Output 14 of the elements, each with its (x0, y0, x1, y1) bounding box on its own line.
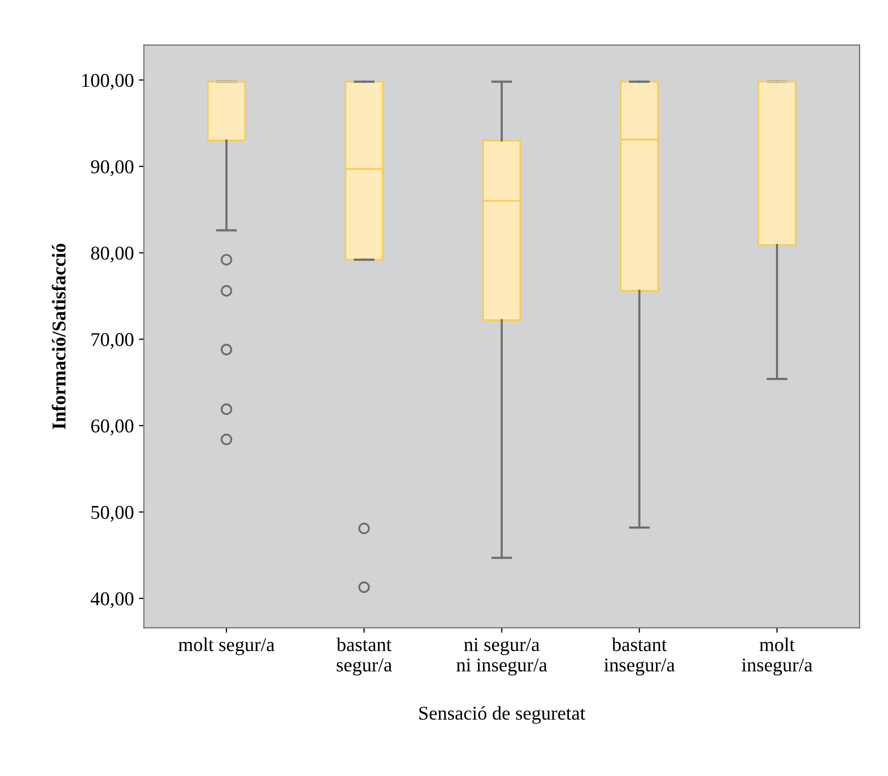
y-tick-label: 100,00 (82, 74, 134, 90)
x-tick-label: molt segur/a (178, 638, 275, 656)
y-axis-title: Informació/Satisfacció (52, 244, 66, 430)
x-tick-label: ni segur/a ni insegur/a (456, 638, 548, 676)
x-tick-label: bastant insegur/a (604, 638, 675, 676)
x-tick-label: bastant segur/a (336, 638, 392, 676)
y-tick-label: 60,00 (91, 419, 134, 436)
y-tick-label: 90,00 (91, 160, 134, 176)
x-axis-title: Sensació de seguretat (419, 706, 586, 724)
y-tick-label: 70,00 (92, 333, 134, 349)
y-tick-label: 80,00 (91, 246, 134, 263)
y-tick-label: 50,00 (92, 506, 134, 522)
y-tick-label: 40,00 (90, 592, 134, 608)
x-tick-label: molt insegur/a (742, 638, 812, 676)
